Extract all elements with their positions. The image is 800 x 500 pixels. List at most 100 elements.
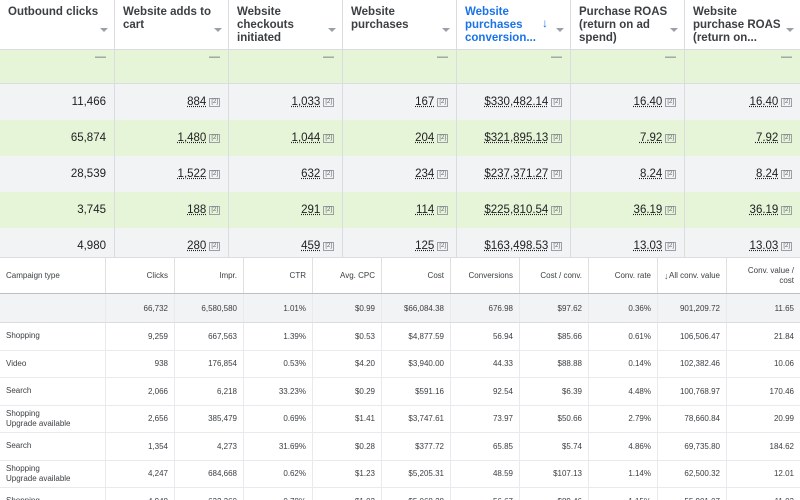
- table-cell[interactable]: 291 [2]: [229, 192, 343, 228]
- attribution-marker: [2]: [781, 133, 792, 143]
- table-cell: 0.78%: [244, 488, 313, 500]
- table-cell[interactable]: $330,482.14 [2]: [457, 84, 571, 120]
- table-cell: 4.86%: [589, 433, 658, 460]
- table-cell[interactable]: 13.03 [2]: [571, 228, 685, 257]
- table-cell[interactable]: 1,480 [2]: [115, 120, 229, 156]
- dropdown-caret-icon[interactable]: [442, 28, 450, 32]
- total-cell: —: [343, 50, 457, 83]
- column-header-0[interactable]: Outbound clicks: [0, 0, 115, 50]
- table-cell: $107.13: [520, 460, 589, 487]
- table-row[interactable]: Search 2,066 6,218 33.23% $0.29 $591.16 92.54 $…: [0, 378, 800, 406]
- column-header-3[interactable]: Website purchases: [343, 0, 457, 50]
- column-header-4[interactable]: Avg. CPC: [313, 258, 382, 293]
- column-header-10[interactable]: Conv. value / cost: [727, 258, 800, 293]
- cell-value: 65,874: [70, 132, 106, 144]
- table-cell[interactable]: $163,498.53 [2]: [457, 228, 571, 257]
- column-header-4[interactable]: Website purchases conversion... ↓: [457, 0, 571, 50]
- total-cell: 66,732: [106, 294, 175, 322]
- table-cell[interactable]: 1,522 [2]: [115, 156, 229, 192]
- column-header-7[interactable]: Cost / conv.: [520, 258, 589, 293]
- table-cell[interactable]: 8.24 [2]: [685, 156, 800, 192]
- table-cell: 65.85: [451, 433, 520, 460]
- table-row[interactable]: Search 1,354 4,273 31.69% $0.28 $377.72 65.85 $…: [0, 433, 800, 461]
- table-cell: 184.62: [769, 441, 794, 451]
- column-header-label: CTR: [289, 270, 306, 280]
- table-row[interactable]: Shopping4,948632,3600.78%$1.02$5,068.285…: [0, 488, 800, 500]
- table-cell[interactable]: 204 [2]: [343, 120, 457, 156]
- table-row[interactable]: Shopping Upgrade available 4,247 684,668 0.6…: [0, 460, 800, 488]
- dropdown-caret-icon[interactable]: [100, 28, 108, 32]
- attribution-marker: [2]: [665, 241, 676, 251]
- table-cell[interactable]: 36.19 [2]: [571, 192, 685, 228]
- table-cell: 20.99: [773, 414, 794, 424]
- column-header-0[interactable]: Campaign type: [0, 258, 106, 293]
- cell-value: 234: [415, 168, 435, 180]
- dropdown-caret-icon[interactable]: [214, 28, 222, 32]
- attribution-marker: [2]: [323, 97, 334, 107]
- attribution-marker: [2]: [209, 97, 220, 107]
- table-cell[interactable]: 1,044 [2]: [229, 120, 343, 156]
- table-cell: 65,874: [0, 120, 115, 156]
- attribution-marker: [2]: [665, 133, 676, 143]
- column-header-label: Conv. value / cost: [747, 265, 794, 285]
- table-cell[interactable]: $321,895.13 [2]: [457, 120, 571, 156]
- total-row: 66,732 6,580,580 1.01% $0.99 $66,084.38 676.9…: [0, 294, 800, 323]
- table-cell[interactable]: $237,371.27 [2]: [457, 156, 571, 192]
- table-cell[interactable]: 167 [2]: [343, 84, 457, 120]
- dropdown-caret-icon[interactable]: [786, 28, 794, 32]
- table-row[interactable]: Shopping 9,259 667,563 1.39% $0.53 $4,877.59 5…: [0, 323, 800, 351]
- table-cell[interactable]: 234 [2]: [343, 156, 457, 192]
- table-cell[interactable]: 16.40 [2]: [571, 84, 685, 120]
- dropdown-caret-icon[interactable]: [556, 28, 564, 32]
- cell-value: 16.40: [749, 96, 779, 108]
- column-header-8[interactable]: Conv. rate: [589, 258, 658, 293]
- column-header-2[interactable]: Impr.: [175, 258, 244, 293]
- column-header-5[interactable]: Purchase ROAS (return on ad spend): [571, 0, 685, 50]
- table-cell: $4,877.59: [382, 323, 451, 350]
- table-cell[interactable]: 188 [2]: [115, 192, 229, 228]
- sort-descending-icon[interactable]: ↓: [542, 16, 548, 30]
- table-cell[interactable]: 459 [2]: [229, 228, 343, 257]
- table-cell[interactable]: 13.03 [2]: [685, 228, 800, 257]
- column-header-2[interactable]: Website checkouts initiated: [229, 0, 343, 50]
- table-cell[interactable]: 7.92 [2]: [685, 120, 800, 156]
- column-header-6[interactable]: Website purchase ROAS (return on...: [685, 0, 800, 50]
- cell-value: 36.19: [749, 204, 779, 216]
- table-cell: $0.53: [313, 323, 382, 350]
- table-cell[interactable]: 114 [2]: [343, 192, 457, 228]
- table-cell[interactable]: 16.40 [2]: [685, 84, 800, 120]
- sort-descending-icon[interactable]: ↓: [664, 270, 669, 281]
- column-header-3[interactable]: CTR: [244, 258, 313, 293]
- table-cell[interactable]: 632 [2]: [229, 156, 343, 192]
- table-cell[interactable]: 8.24 [2]: [571, 156, 685, 192]
- column-header-6[interactable]: Conversions: [451, 258, 520, 293]
- table-cell: $1.23: [313, 460, 382, 487]
- table-row[interactable]: Shopping Upgrade available 2,656 385,479 0.6…: [0, 405, 800, 433]
- table-cell[interactable]: 280 [2]: [115, 228, 229, 257]
- dropdown-caret-icon[interactable]: [670, 28, 678, 32]
- dropdown-caret-icon[interactable]: [328, 28, 336, 32]
- table-cell[interactable]: 125 [2]: [343, 228, 457, 257]
- table-cell[interactable]: 36.19 [2]: [685, 192, 800, 228]
- table-cell: $0.28: [313, 433, 382, 460]
- cell-value: 7.92: [755, 132, 779, 144]
- table-cell[interactable]: $225,810.54 [2]: [457, 192, 571, 228]
- campaign-type-cell: Search: [0, 433, 106, 460]
- column-header-1[interactable]: Clicks: [106, 258, 175, 293]
- attribution-marker: [2]: [781, 97, 792, 107]
- column-header-1[interactable]: Website adds to cart: [115, 0, 229, 50]
- table-cell[interactable]: 884 [2]: [115, 84, 229, 120]
- campaign-type-body: 66,732 6,580,580 1.01% $0.99 $66,084.38 676.9…: [0, 294, 800, 500]
- total-cell: $0.99: [313, 294, 382, 322]
- table-cell[interactable]: 7.92 [2]: [571, 120, 685, 156]
- table-row[interactable]: Video 938 176,854 0.53% $4.20 $3,940.00 44.33 $…: [0, 350, 800, 378]
- column-header-9[interactable]: ↓ All conv. value: [658, 258, 727, 293]
- column-header-5[interactable]: Cost: [382, 258, 451, 293]
- cell-value: 632: [301, 168, 321, 180]
- table-cell: 56.67: [451, 488, 520, 500]
- table-cell: 73.97: [451, 405, 520, 432]
- table-cell[interactable]: 1,033 [2]: [229, 84, 343, 120]
- attribution-marker: [2]: [781, 169, 792, 179]
- attribution-marker: [2]: [781, 241, 792, 251]
- column-header-label: Purchase ROAS (return on ad spend): [579, 6, 668, 44]
